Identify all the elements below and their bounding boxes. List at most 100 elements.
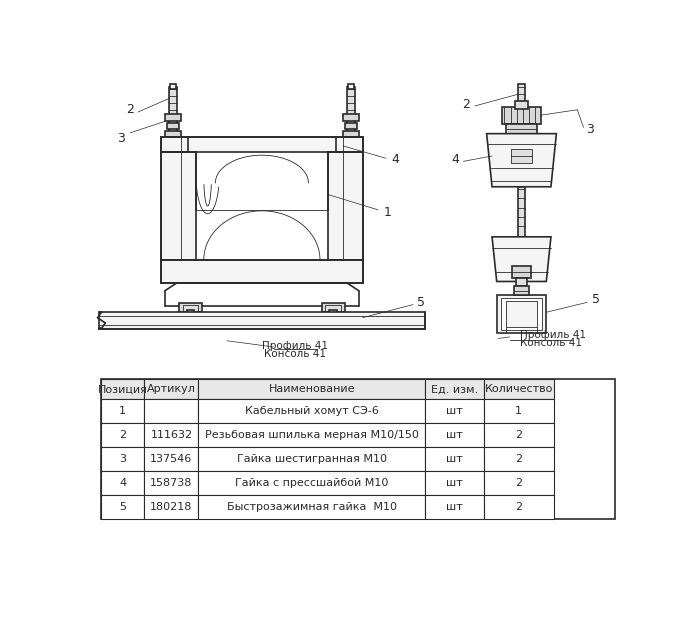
Bar: [165, 114, 181, 121]
Polygon shape: [492, 237, 551, 282]
Bar: [183, 305, 198, 310]
Bar: [326, 305, 341, 310]
Bar: [101, 379, 615, 518]
Bar: [425, 399, 484, 423]
Bar: [99, 312, 425, 329]
Bar: [144, 423, 198, 447]
Text: Быстрозажимная гайка  М10: Быстрозажимная гайка М10: [227, 501, 397, 511]
Text: 4: 4: [451, 153, 458, 167]
Bar: [167, 123, 179, 129]
Bar: [497, 295, 546, 333]
Text: Профиль 41: Профиль 41: [262, 341, 328, 351]
Text: 3: 3: [119, 454, 126, 464]
Bar: [484, 423, 554, 447]
Bar: [101, 423, 144, 447]
Text: Гайка с прессшайбой М10: Гайка с прессшайбой М10: [235, 478, 388, 488]
Bar: [101, 399, 144, 423]
Bar: [484, 471, 554, 495]
Text: 3: 3: [117, 131, 125, 145]
Text: Ед. изм.: Ед. изм.: [431, 384, 478, 394]
Text: шт: шт: [446, 501, 463, 511]
Text: 1: 1: [119, 406, 126, 416]
Text: 180218: 180218: [150, 501, 193, 511]
Text: Консоль 41: Консоль 41: [264, 349, 326, 359]
Text: 2: 2: [515, 430, 522, 440]
Bar: [198, 495, 425, 518]
Bar: [328, 152, 363, 260]
Text: 1: 1: [384, 206, 391, 218]
Bar: [161, 260, 363, 283]
Bar: [506, 300, 537, 327]
Text: Резьбовая шпилька мерная М10/150: Резьбовая шпилька мерная М10/150: [204, 430, 419, 440]
Text: Консоль 41: Консоль 41: [520, 338, 582, 348]
Text: Наименование: Наименование: [268, 384, 355, 394]
Text: шт: шт: [446, 454, 463, 464]
Bar: [511, 149, 533, 163]
Text: 4: 4: [119, 478, 126, 488]
Text: 5: 5: [119, 501, 126, 511]
Bar: [484, 379, 554, 399]
Bar: [329, 310, 337, 324]
Bar: [101, 471, 144, 495]
Text: шт: шт: [446, 478, 463, 488]
Bar: [517, 187, 526, 237]
Bar: [517, 85, 526, 108]
Text: Позиция: Позиция: [97, 384, 148, 394]
Bar: [198, 471, 425, 495]
Text: 2: 2: [126, 103, 134, 116]
Bar: [101, 495, 144, 518]
Bar: [512, 266, 531, 279]
Bar: [345, 123, 357, 129]
Bar: [484, 447, 554, 471]
Bar: [348, 85, 354, 89]
Bar: [187, 310, 195, 324]
Bar: [484, 495, 554, 518]
Bar: [144, 447, 198, 471]
Text: 4: 4: [391, 153, 399, 167]
Bar: [161, 152, 196, 260]
Bar: [425, 423, 484, 447]
Bar: [198, 379, 425, 399]
Text: 111632: 111632: [150, 430, 193, 440]
Text: 2: 2: [515, 454, 522, 464]
Text: 5: 5: [592, 294, 600, 307]
Bar: [500, 297, 542, 330]
Bar: [144, 399, 198, 423]
Bar: [169, 86, 176, 136]
Bar: [144, 495, 198, 518]
Bar: [198, 423, 425, 447]
Bar: [321, 303, 345, 312]
Bar: [144, 379, 198, 399]
Bar: [179, 303, 202, 312]
Text: 158738: 158738: [150, 478, 193, 488]
Bar: [347, 86, 355, 136]
Bar: [161, 136, 363, 152]
Bar: [506, 125, 537, 133]
Text: Количество: Количество: [484, 384, 553, 394]
Bar: [101, 447, 144, 471]
Text: 2: 2: [119, 430, 126, 440]
Text: 2: 2: [515, 478, 522, 488]
Bar: [165, 131, 181, 138]
Text: Кабельный хомут СЭ-6: Кабельный хомут СЭ-6: [245, 406, 379, 416]
Text: 1: 1: [515, 406, 522, 416]
Bar: [144, 471, 198, 495]
Text: 137546: 137546: [150, 454, 193, 464]
Bar: [425, 447, 484, 471]
Bar: [343, 114, 358, 121]
Bar: [484, 399, 554, 423]
Text: 2: 2: [515, 501, 522, 511]
Text: Гайка шестигранная М10: Гайка шестигранная М10: [237, 454, 386, 464]
Bar: [101, 379, 144, 399]
Bar: [514, 286, 529, 295]
Bar: [516, 279, 527, 286]
Bar: [425, 471, 484, 495]
Text: Профиль 41: Профиль 41: [520, 331, 586, 341]
Text: шт: шт: [446, 406, 463, 416]
Bar: [425, 379, 484, 399]
Bar: [425, 495, 484, 518]
Text: 5: 5: [416, 295, 425, 309]
Text: шт: шт: [446, 430, 463, 440]
Text: 3: 3: [586, 123, 594, 135]
Bar: [169, 85, 176, 89]
